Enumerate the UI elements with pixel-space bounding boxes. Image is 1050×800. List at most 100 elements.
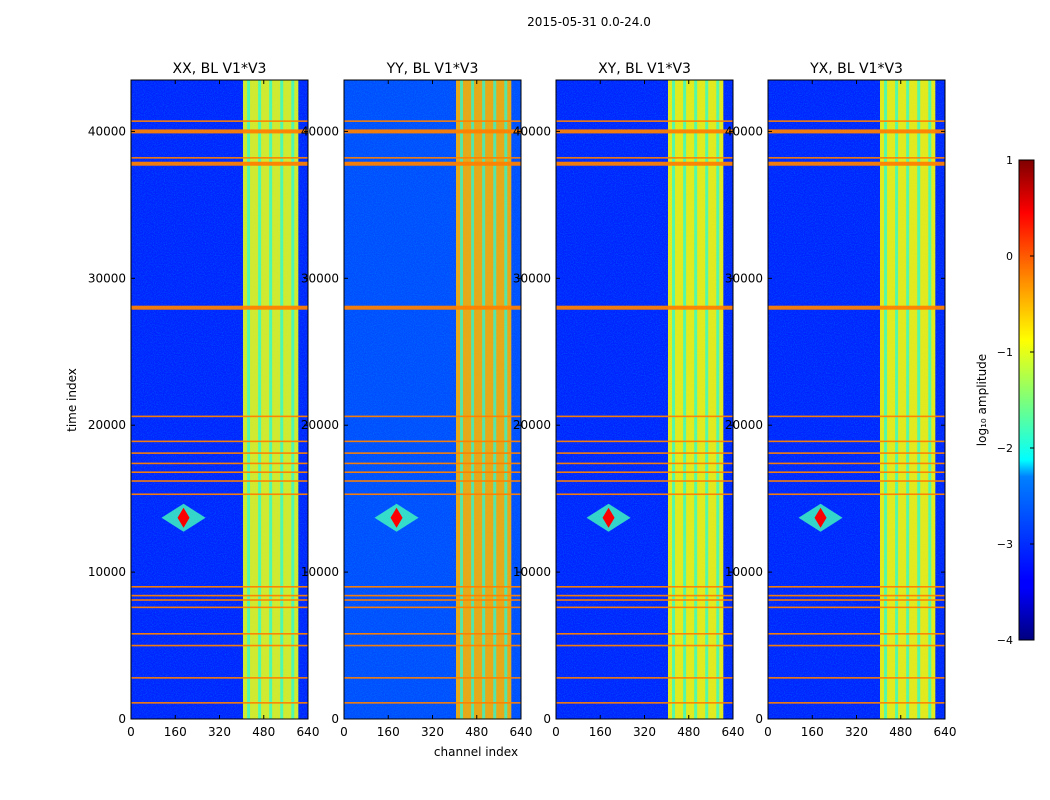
colorbar-tick-label: 1 xyxy=(1006,154,1013,167)
flagged-row xyxy=(131,305,308,310)
flagged-row xyxy=(556,702,733,704)
flagged-row xyxy=(556,440,733,443)
x-tick-label: 0 xyxy=(127,725,135,739)
flagged-row xyxy=(131,452,308,454)
flagged-row xyxy=(131,594,308,597)
panel-title: YY, BL V1*V3 xyxy=(386,61,479,77)
hot-spot xyxy=(814,507,827,528)
flagged-row xyxy=(344,120,521,122)
figure-suptitle: 2015-05-31 0.0-24.0 xyxy=(527,15,651,29)
colorbar-tick-label: −4 xyxy=(997,634,1013,647)
flagged-row xyxy=(344,493,521,496)
colorbar-gradient xyxy=(1018,159,1035,641)
x-tick-label: 160 xyxy=(377,725,400,739)
flagged-row xyxy=(344,462,521,465)
x-tick-label: 320 xyxy=(208,725,231,739)
x-tick-label: 640 xyxy=(722,725,745,739)
y-tick-label: 30000 xyxy=(725,271,763,285)
flagged-row xyxy=(344,415,521,418)
y-tick-label: 40000 xyxy=(88,124,126,138)
flagged-row xyxy=(556,415,733,418)
colorbar-tick-label: −3 xyxy=(997,538,1013,551)
flagged-row xyxy=(131,415,308,418)
hot-spot xyxy=(177,507,190,528)
heatmap-panel: YY, BL V1*V3 0 160 320 480 640 0 10000 20000 3000… xyxy=(301,61,533,739)
flagged-row xyxy=(344,644,521,647)
flagged-row xyxy=(556,644,733,647)
y-tick-label: 20000 xyxy=(725,418,763,432)
x-tick-label: 320 xyxy=(421,725,444,739)
flagged-row xyxy=(344,452,521,454)
y-tick-label: 20000 xyxy=(301,418,339,432)
y-tick-label: 0 xyxy=(331,712,339,726)
flagged-row xyxy=(768,440,945,443)
flagged-row xyxy=(131,440,308,443)
flagged-row xyxy=(344,585,521,588)
flagged-row xyxy=(344,677,521,679)
y-axis-label: time index xyxy=(65,368,79,432)
flagged-row xyxy=(344,129,521,134)
flagged-row xyxy=(131,677,308,679)
x-tick-label: 160 xyxy=(801,725,824,739)
flagged-row xyxy=(344,702,521,704)
flagged-row xyxy=(556,157,733,159)
flagged-row xyxy=(768,157,945,159)
y-tick-label: 10000 xyxy=(513,565,551,579)
y-tick-label: 40000 xyxy=(513,124,551,138)
y-tick-label: 40000 xyxy=(725,124,763,138)
flagged-row xyxy=(768,462,945,465)
y-tick-label: 10000 xyxy=(88,565,126,579)
flagged-row xyxy=(768,599,945,601)
hot-spot xyxy=(390,507,403,528)
flagged-row xyxy=(556,452,733,454)
flagged-row xyxy=(131,633,308,635)
flagged-row xyxy=(768,644,945,647)
x-tick-label: 640 xyxy=(510,725,533,739)
flagged-row xyxy=(768,452,945,454)
x-tick-label: 320 xyxy=(845,725,868,739)
flagged-row xyxy=(556,633,733,635)
flagged-row xyxy=(556,585,733,588)
flagged-row xyxy=(556,471,733,474)
flagged-row xyxy=(344,157,521,159)
flagged-row xyxy=(344,440,521,443)
flagged-row xyxy=(556,161,733,166)
colorbar-tick-label: −1 xyxy=(997,346,1013,359)
x-tick-label: 640 xyxy=(297,725,320,739)
panel-title: YX, BL V1*V3 xyxy=(809,61,903,77)
flagged-row xyxy=(556,305,733,310)
colorbar-ticks: 1 0 −1 −2 −3 −4 xyxy=(997,154,1034,647)
flagged-row xyxy=(131,493,308,496)
flagged-row xyxy=(768,493,945,496)
flagged-row xyxy=(768,633,945,635)
y-tick-label: 0 xyxy=(118,712,126,726)
x-tick-label: 480 xyxy=(889,725,912,739)
flagged-row xyxy=(344,606,521,609)
y-tick-label: 20000 xyxy=(88,418,126,432)
flagged-row xyxy=(344,161,521,166)
flagged-row xyxy=(344,594,521,597)
x-tick-label: 640 xyxy=(934,725,957,739)
flagged-row xyxy=(768,702,945,704)
flagged-row xyxy=(131,585,308,588)
flagged-row xyxy=(768,415,945,418)
heatmap-panel: XY, BL V1*V3 0 160 320 480 640 0 10000 20000 3000… xyxy=(513,61,745,739)
flagged-row xyxy=(131,702,308,704)
flagged-row xyxy=(556,480,733,482)
y-tick-label: 10000 xyxy=(301,565,339,579)
flagged-row xyxy=(344,599,521,601)
flagged-row xyxy=(344,480,521,482)
colorbar-label: log₁₀ amplitude xyxy=(975,354,989,446)
flagged-row xyxy=(556,120,733,122)
flagged-row xyxy=(131,644,308,647)
flagged-row xyxy=(556,462,733,465)
hot-spot xyxy=(602,507,615,528)
x-tick-label: 160 xyxy=(164,725,187,739)
colorbar-tick-label: 0 xyxy=(1006,250,1013,263)
flagged-row xyxy=(131,599,308,601)
heatmap-panel: XX, BL V1*V3 0 160 320 480 640 0 10000 20000 3000… xyxy=(88,61,320,739)
flagged-row xyxy=(768,305,945,310)
flagged-row xyxy=(768,161,945,166)
flagged-row xyxy=(556,129,733,134)
